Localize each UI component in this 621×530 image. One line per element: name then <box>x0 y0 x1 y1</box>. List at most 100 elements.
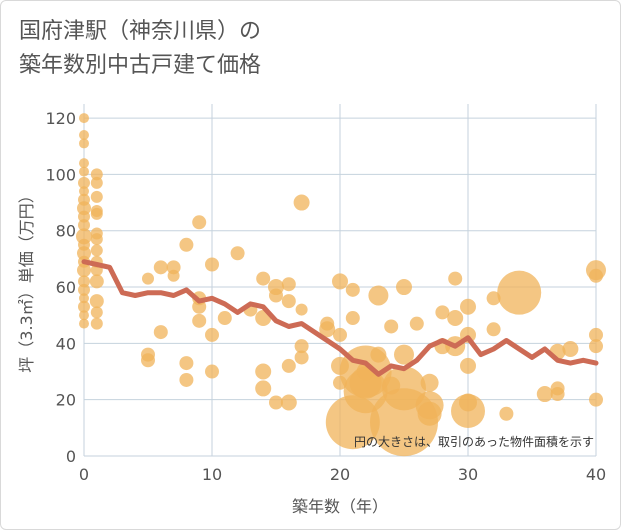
bubble-point <box>217 311 232 326</box>
y-tick-label: 80 <box>56 222 76 241</box>
bubble-point <box>368 285 389 306</box>
x-tick-labels: 0 10 20 30 40 <box>79 465 606 484</box>
bubble-point <box>255 363 272 380</box>
bubble-point <box>78 219 90 232</box>
bubble-point <box>460 298 476 315</box>
y-tick-label: 20 <box>56 391 76 410</box>
bubble-point <box>205 257 219 272</box>
bubble-point <box>332 273 348 290</box>
bubble-point <box>141 353 155 368</box>
bubble-point <box>79 138 89 149</box>
bubble-point <box>205 364 219 379</box>
y-tick-label: 60 <box>56 278 76 297</box>
bubble-point <box>230 246 245 261</box>
bubble-point <box>192 215 207 230</box>
bubble-point <box>280 394 297 411</box>
bubble-point <box>90 176 103 189</box>
bubble-point <box>447 310 464 327</box>
bubble-point <box>589 268 603 283</box>
x-tick-label: 0 <box>79 465 89 484</box>
title-line-2: 築年数別中古戸建て価格 <box>19 53 262 78</box>
bubble-point <box>78 283 90 296</box>
bubble-point <box>281 294 296 309</box>
bubble-point <box>269 288 283 303</box>
bubble-point <box>319 321 336 338</box>
bubble-point <box>179 356 194 371</box>
bubble-point <box>179 372 194 387</box>
bubble-point <box>179 237 194 252</box>
y-tick-label: 40 <box>56 334 76 353</box>
x-axis-label: 築年数（年） <box>292 497 388 516</box>
bubble-point <box>269 395 283 410</box>
bubble-point <box>205 327 219 342</box>
bubble-point <box>497 270 542 315</box>
bubble-point <box>77 246 91 261</box>
bubble-point <box>192 313 207 328</box>
bubble-point <box>281 358 296 373</box>
bubble-point <box>499 406 514 421</box>
bubble-point <box>589 392 603 407</box>
bubble-point <box>167 269 180 282</box>
bubble-point <box>79 293 89 304</box>
x-tick-label: 30 <box>458 465 478 484</box>
size-note: 円の大きさは、取引のあった物件面積を示す <box>354 434 594 449</box>
bubble-point <box>79 113 89 124</box>
x-tick-label: 10 <box>202 465 222 484</box>
x-tick-label: 20 <box>330 465 350 484</box>
bubble-point <box>370 346 387 363</box>
bubble-point <box>89 294 104 309</box>
bubble-point <box>77 201 91 216</box>
bubble-point <box>409 316 424 331</box>
bubble-point <box>90 306 103 319</box>
bubble-point <box>153 325 168 340</box>
bubble-point <box>77 263 91 278</box>
bubble-point <box>589 327 603 342</box>
bubble-point <box>281 277 296 292</box>
y-tick-labels: 0 20 40 60 80 100 120 <box>45 109 76 466</box>
bubble-point <box>142 272 154 285</box>
bubble-point <box>420 373 439 392</box>
bubble-point <box>79 186 89 197</box>
y-tick-label: 120 <box>45 109 76 128</box>
bubble-point <box>562 340 579 357</box>
bubble-point <box>459 393 477 412</box>
bubble-point <box>345 282 360 297</box>
bubbles <box>76 113 606 457</box>
bubble-point <box>333 327 347 342</box>
bubble-point <box>536 386 553 403</box>
y-axis-label: 坪（3.3㎡）単価（万円） <box>17 187 36 372</box>
bubble-point <box>78 176 90 189</box>
bubble-point <box>255 380 272 397</box>
bubble-point <box>256 271 271 286</box>
bubble-point <box>90 190 103 203</box>
bubble-point <box>166 260 181 275</box>
bubble-point <box>417 401 442 426</box>
bubble-point <box>589 339 603 354</box>
bubble-point <box>294 350 309 365</box>
bubble-point <box>79 129 89 140</box>
bubble-point <box>448 271 463 286</box>
bubble-point <box>486 291 501 306</box>
chart-title: 国府津駅（神奈川県）の 築年数別中古戸建て価格 <box>19 15 261 83</box>
bubble-point <box>90 317 103 330</box>
bubble-point <box>550 387 565 402</box>
bubble-point <box>384 319 399 334</box>
title-line-1: 国府津駅（神奈川県）の <box>19 19 262 44</box>
bubble-point <box>293 194 310 211</box>
bubble-point <box>78 275 90 288</box>
trend-line <box>81 259 599 377</box>
bubble-point <box>345 311 360 326</box>
bubble-point <box>295 303 308 316</box>
bubble-point <box>78 300 90 313</box>
x-tick-label: 40 <box>586 465 606 484</box>
bubble-point <box>78 210 90 223</box>
bubble-point <box>79 166 89 177</box>
bubble-point <box>79 310 89 321</box>
bubble-point <box>90 168 103 181</box>
bubble-point <box>90 233 103 246</box>
bubble-point <box>394 344 414 365</box>
y-tick-label: 100 <box>45 165 76 184</box>
bubble-point <box>79 318 89 329</box>
bubble-point <box>79 158 89 169</box>
